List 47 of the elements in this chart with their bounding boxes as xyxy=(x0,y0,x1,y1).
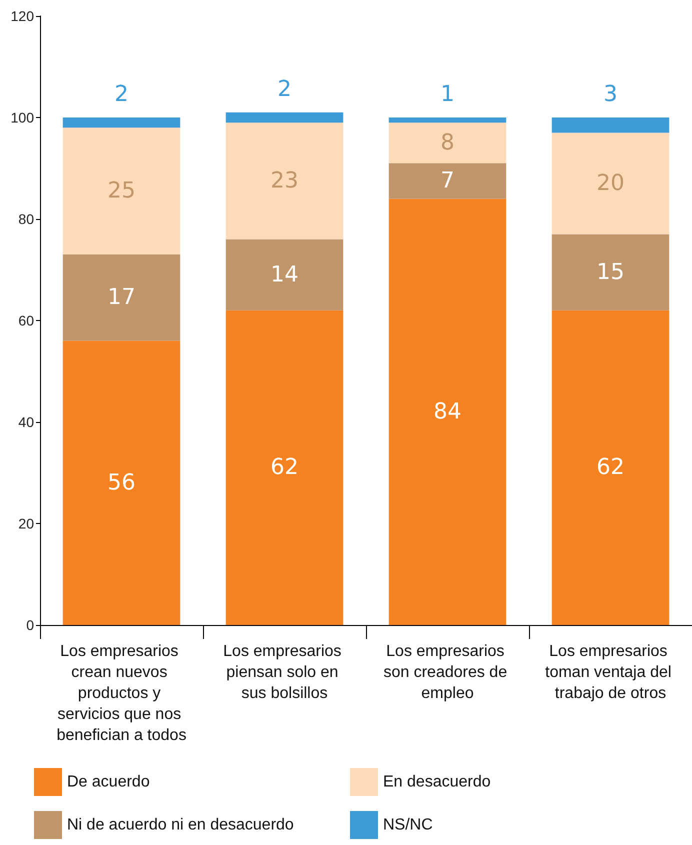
legend-label: De acuerdo xyxy=(67,774,150,790)
bar xyxy=(62,128,180,255)
bar xyxy=(226,122,344,240)
y-tick-label: 40 xyxy=(18,414,34,430)
data-label: 84 xyxy=(434,399,462,424)
legend-label: Ni de acuerdo ni en desacuerdo xyxy=(67,816,294,834)
x-tick-label: Los empresarios son creadores de empleo xyxy=(383,643,512,702)
data-label: 62 xyxy=(596,455,624,480)
y-tick-label: 100 xyxy=(10,110,34,126)
y-tick-label: 20 xyxy=(18,516,34,532)
data-label: 62 xyxy=(270,455,298,480)
data-label: 17 xyxy=(108,285,136,310)
bar xyxy=(62,118,180,128)
bar xyxy=(226,112,344,123)
x-tick-label: Los empresarios piensan solo en sus bolsillos xyxy=(223,643,346,702)
data-label: 25 xyxy=(108,178,136,204)
bar xyxy=(552,310,670,625)
bar xyxy=(388,118,506,123)
x-tick-label: Los empresarios crean nuevos productos y servicios que nos benefician a todos xyxy=(56,643,186,744)
legend-label: NS/NC xyxy=(383,816,433,834)
data-label: 8 xyxy=(440,130,454,156)
data-label: 20 xyxy=(596,170,624,196)
bar xyxy=(388,198,506,625)
data-label: 14 xyxy=(270,262,298,288)
y-tick-label: 60 xyxy=(18,312,34,328)
y-tick-label: 80 xyxy=(18,211,34,227)
bar xyxy=(388,122,506,164)
data-label: 3 xyxy=(604,82,618,107)
data-label: 23 xyxy=(270,168,298,194)
bar xyxy=(226,310,344,625)
y-tick-label: 120 xyxy=(10,8,34,24)
x-tick-label: Los empresarios toman ventaja del trabajo de otros xyxy=(545,643,676,702)
bar xyxy=(552,234,670,310)
data-label: 2 xyxy=(278,76,292,102)
legend-label: En desacuerdo xyxy=(383,774,491,790)
y-tick-label: 0 xyxy=(26,617,34,633)
data-label: 7 xyxy=(440,168,454,194)
bar xyxy=(552,132,670,234)
data-label: 15 xyxy=(596,260,624,285)
bar xyxy=(388,163,506,199)
bar xyxy=(62,340,180,625)
bar xyxy=(62,254,180,341)
data-label: 2 xyxy=(114,82,128,107)
data-label: 56 xyxy=(108,470,136,496)
data-label: 1 xyxy=(440,82,454,107)
bar xyxy=(226,239,344,310)
bar xyxy=(552,118,670,133)
